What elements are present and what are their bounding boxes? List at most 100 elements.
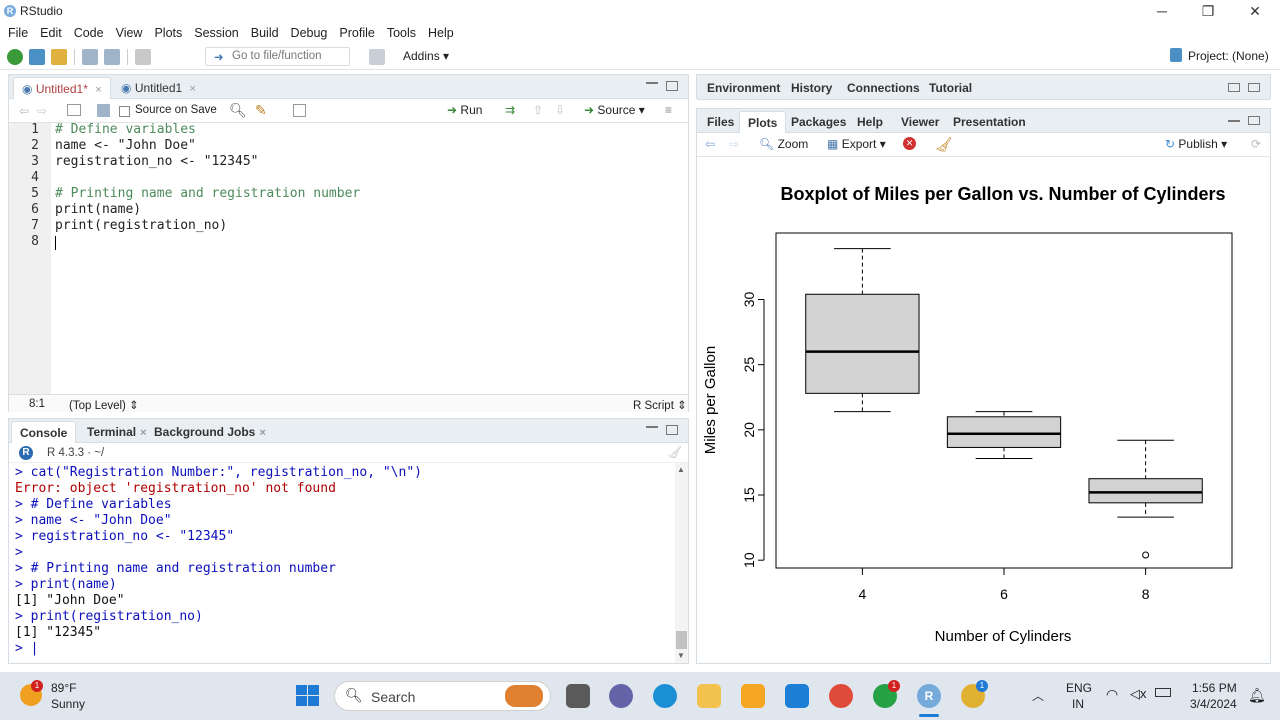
- tab-console[interactable]: Console: [11, 421, 77, 443]
- save-file-icon[interactable]: [97, 104, 110, 117]
- tab-terminal[interactable]: Terminal ×: [87, 425, 147, 439]
- scope-selector[interactable]: (Top Level) ⇕: [69, 400, 139, 412]
- tab-background-jobs[interactable]: Background Jobs ×: [154, 425, 266, 439]
- maximize-pane-icon[interactable]: [666, 425, 678, 435]
- tab-connections[interactable]: Connections: [847, 81, 920, 95]
- menu-tools[interactable]: Tools: [386, 26, 417, 40]
- console-output[interactable]: > cat("Registration Number:", registrati…: [9, 463, 675, 663]
- project-menu[interactable]: Project: (None): [1188, 49, 1269, 63]
- tab-files[interactable]: Files: [707, 115, 735, 129]
- restore-pane-icon[interactable]: [1248, 116, 1260, 125]
- console-scrollbar[interactable]: ▲ ▼: [675, 463, 688, 663]
- speaker-muted-icon[interactable]: ◁x: [1130, 686, 1147, 701]
- outline-icon[interactable]: ≡: [665, 103, 673, 117]
- tab-packages[interactable]: Packages: [791, 115, 847, 129]
- minimize-pane-icon[interactable]: [1228, 119, 1240, 122]
- tab-help[interactable]: Help: [857, 115, 884, 129]
- close-tab-icon[interactable]: ×: [95, 84, 102, 96]
- restore-pane-icon[interactable]: [1228, 83, 1240, 92]
- edge-icon[interactable]: [653, 684, 677, 708]
- zoom-button[interactable]: 🔍︎ Zoom: [759, 137, 809, 151]
- scroll-thumb[interactable]: [676, 631, 687, 649]
- up-arrow-icon[interactable]: ⇧: [533, 103, 544, 117]
- search-icon[interactable]: 🔍︎: [229, 102, 247, 118]
- refresh-icon[interactable]: ⟳: [1251, 137, 1262, 151]
- tab-untitled1-modified[interactable]: ◉ Untitled1* ×: [13, 77, 111, 99]
- clear-console-icon[interactable]: 🧹︎: [667, 445, 683, 459]
- clear-plots-broom-icon[interactable]: 🧹︎: [935, 136, 953, 152]
- close-tab-icon[interactable]: ×: [259, 427, 266, 439]
- scroll-up-icon[interactable]: ▲: [677, 465, 685, 474]
- tab-history[interactable]: History: [791, 81, 833, 95]
- taskbar-search[interactable]: 🔍︎ Search: [334, 681, 551, 711]
- maximize-pane-icon[interactable]: [666, 81, 678, 91]
- microsoft-store-icon[interactable]: [741, 684, 765, 708]
- print-icon[interactable]: [135, 49, 151, 65]
- notification-bell-icon[interactable]: 🔔︎: [1248, 687, 1266, 703]
- compile-report-icon[interactable]: [293, 104, 306, 117]
- show-in-window-icon[interactable]: [67, 104, 81, 116]
- minimize-button[interactable]: ─: [1157, 3, 1167, 19]
- save-icon[interactable]: [82, 49, 98, 65]
- menu-plots[interactable]: Plots: [154, 26, 183, 40]
- console-prompt[interactable]: > |: [15, 641, 39, 656]
- workspace-panes-icon[interactable]: [369, 49, 385, 65]
- tab-environment[interactable]: Environment: [707, 81, 781, 95]
- down-arrow-icon[interactable]: ⇩: [555, 103, 566, 117]
- menu-view[interactable]: View: [115, 26, 143, 40]
- clock-time[interactable]: 1:56 PM: [1192, 681, 1237, 695]
- new-file-icon[interactable]: [7, 49, 23, 65]
- prev-plot-icon[interactable]: ⇦: [705, 137, 716, 151]
- publish-button[interactable]: ↻ Publish ▾: [1165, 137, 1228, 151]
- maximize-button[interactable]: ❐: [1201, 3, 1215, 19]
- menu-profile[interactable]: Profile: [339, 26, 375, 40]
- menu-file[interactable]: File: [8, 26, 29, 40]
- addins-menu[interactable]: Addins ▾: [403, 49, 450, 63]
- rerun-icon[interactable]: ⇉: [505, 103, 516, 117]
- menu-debug[interactable]: Debug: [290, 26, 328, 40]
- open-file-icon[interactable]: [51, 49, 67, 65]
- menu-build[interactable]: Build: [250, 26, 279, 40]
- close-tab-icon[interactable]: ×: [140, 427, 147, 439]
- wifi-icon[interactable]: ◠: [1106, 686, 1119, 702]
- tab-tutorial[interactable]: Tutorial: [929, 81, 973, 95]
- scroll-down-icon[interactable]: ▼: [677, 651, 685, 660]
- file-type-selector[interactable]: R Script ⇕: [633, 400, 687, 412]
- menu-code[interactable]: Code: [73, 26, 104, 40]
- menu-help[interactable]: Help: [428, 26, 454, 40]
- teams-icon[interactable]: [609, 684, 633, 708]
- start-windows-icon[interactable]: [296, 685, 320, 707]
- code-editor[interactable]: 1 2 3 4 5 6 7 8 # Define variables name …: [9, 122, 688, 394]
- chrome-icon[interactable]: [829, 684, 853, 708]
- tab-plots[interactable]: Plots: [739, 111, 787, 133]
- close-button[interactable]: ✕: [1249, 3, 1261, 19]
- run-button[interactable]: ➜ Run: [447, 103, 483, 117]
- minimize-pane-icon[interactable]: [646, 425, 658, 428]
- goto-file-input[interactable]: ➜ Go to file/function: [205, 47, 350, 66]
- source-button[interactable]: ➜ Source ▾: [584, 103, 645, 117]
- remove-plot-icon[interactable]: ✕: [903, 137, 916, 150]
- tab-presentation[interactable]: Presentation: [953, 115, 1026, 129]
- close-tab-icon[interactable]: ×: [189, 83, 196, 95]
- tab-viewer[interactable]: Viewer: [901, 115, 940, 129]
- restore-pane-icon[interactable]: [1248, 83, 1260, 92]
- file-explorer-icon[interactable]: [697, 684, 721, 708]
- battery-icon[interactable]: [1155, 688, 1171, 697]
- menu-edit[interactable]: Edit: [40, 26, 62, 40]
- task-view-icon[interactable]: [566, 684, 590, 708]
- mail-icon[interactable]: [785, 684, 809, 708]
- chevron-up-icon[interactable]: ︿: [1032, 689, 1045, 703]
- source-on-save-checkbox[interactable]: [119, 106, 130, 117]
- magic-wand-icon[interactable]: ✎: [255, 102, 267, 118]
- language-top[interactable]: ENG: [1066, 681, 1093, 695]
- back-arrow-icon[interactable]: ⇦: [19, 104, 30, 118]
- minimize-pane-icon[interactable]: [646, 81, 658, 84]
- export-button[interactable]: ▦ Export ▾: [827, 137, 886, 151]
- menu-session[interactable]: Session: [194, 26, 239, 40]
- forward-arrow-icon[interactable]: ⇨: [37, 104, 48, 118]
- tab-untitled1[interactable]: ◉ Untitled1 ×: [121, 81, 196, 95]
- next-plot-icon[interactable]: ⇨: [729, 137, 740, 151]
- new-project-icon[interactable]: [29, 49, 45, 65]
- save-all-icon[interactable]: [104, 49, 120, 65]
- rstudio-taskbar-icon[interactable]: R: [917, 684, 941, 708]
